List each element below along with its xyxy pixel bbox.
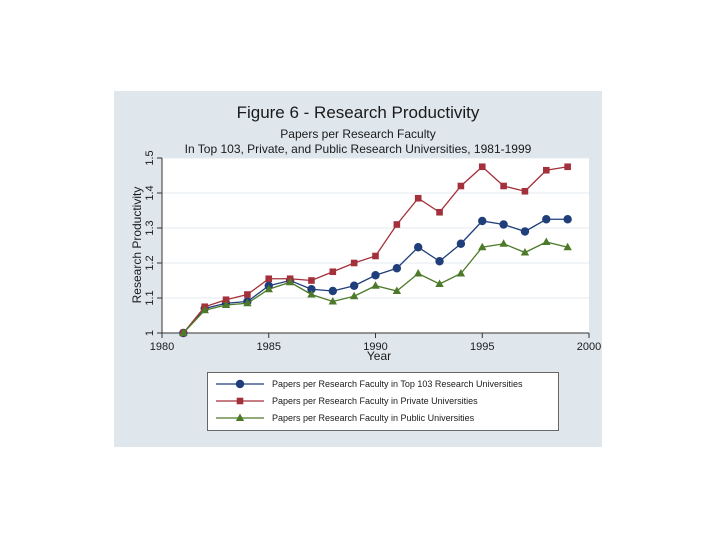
data-point [543, 166, 550, 174]
chart-canvas: 1 1.1 1.2 1.3 1.4 1.5 1980 1985 1990 1995 2000 Yea… [130, 150, 601, 363]
data-point [349, 281, 359, 290]
data-point [372, 252, 379, 260]
data-point [414, 269, 423, 277]
chart-figure: Figure 6 - Research Productivity Papers … [114, 91, 602, 447]
x-tick-label: 1990 [363, 341, 387, 353]
data-point [285, 277, 295, 286]
legend-label: Papers per Research Faculty in Private U… [272, 396, 478, 406]
x-tick-label: 1980 [150, 341, 174, 353]
data-point [244, 291, 251, 298]
y-tick-label: 1 [144, 330, 156, 336]
data-point [221, 300, 231, 308]
legend-swatch [216, 413, 264, 421]
x-axis-label: Year [367, 349, 391, 363]
data-point [371, 281, 380, 289]
y-tick-label: 1.4 [144, 185, 156, 200]
legend-label: Papers per Research Faculty in Top 103 R… [272, 379, 523, 389]
y-tick-label: 1.1 [144, 290, 156, 305]
data-point [499, 239, 508, 247]
data-point [564, 163, 571, 171]
y-tick-label: 1.2 [144, 255, 156, 270]
data-point [307, 285, 316, 294]
data-point [500, 182, 507, 190]
data-point [349, 291, 359, 300]
data-point [435, 279, 444, 287]
data-point [542, 237, 551, 245]
data-point [456, 269, 466, 277]
data-point [393, 221, 401, 228]
data-point [520, 227, 530, 236]
x-tick-label: 2000 [577, 341, 601, 353]
data-point [478, 163, 486, 171]
data-point [436, 208, 443, 216]
x-tick-label: 1985 [257, 341, 281, 353]
legend-marker [235, 379, 245, 389]
x-tick-label: 1995 [470, 341, 494, 353]
data-point [478, 242, 487, 251]
data-point [563, 242, 572, 251]
legend-label: Papers per Research Faculty in Public Un… [272, 413, 475, 423]
ticks: 1 1.1 1.2 1.3 1.4 1.5 1980 1985 1990 1995 2000 [144, 150, 601, 353]
legend: Papers per Research Faculty in Top 103 R… [207, 372, 559, 431]
data-point [264, 284, 273, 293]
data-point [542, 215, 551, 224]
legend-item: Papers per Research Faculty in Private U… [208, 393, 558, 409]
legend-item: Papers per Research Faculty in Public Un… [208, 410, 558, 426]
data-point [308, 277, 315, 284]
chart-title: Figure 6 - Research Productivity [236, 103, 480, 122]
data-point [392, 264, 402, 273]
legend-marker [236, 397, 244, 405]
data-point [371, 271, 380, 280]
legend-item: Papers per Research Faculty in Top 103 R… [208, 376, 558, 392]
y-tick-label: 1.3 [144, 220, 156, 235]
data-point [243, 298, 252, 307]
data-point [265, 275, 273, 283]
data-point [328, 286, 337, 296]
y-tick-label: 1.5 [144, 150, 156, 165]
data-point [456, 239, 466, 248]
data-point [329, 268, 337, 276]
y-axis-label: Research Productivity [130, 187, 144, 304]
data-point [179, 328, 188, 336]
data-point [520, 248, 530, 256]
data-point [521, 187, 529, 195]
data-point [200, 305, 209, 314]
data-point [563, 215, 572, 224]
data-point [350, 259, 358, 267]
data-point [392, 286, 402, 294]
series-triangle [179, 237, 572, 336]
legend-swatch [216, 397, 264, 405]
data-point [457, 182, 465, 190]
data-point [435, 257, 444, 266]
legend-swatch [216, 379, 264, 389]
data-point [328, 297, 337, 305]
data-point [499, 220, 508, 229]
chart-subtitle-2: In Top 103, Private, and Public Research… [184, 142, 532, 156]
data-point [414, 243, 423, 252]
series-layer [179, 163, 572, 338]
legend-marker [235, 413, 245, 421]
data-point [307, 290, 316, 298]
data-point [222, 296, 230, 304]
chart-subtitle: Papers per Research Faculty [280, 127, 436, 141]
data-point [414, 194, 422, 202]
data-point [478, 216, 487, 226]
